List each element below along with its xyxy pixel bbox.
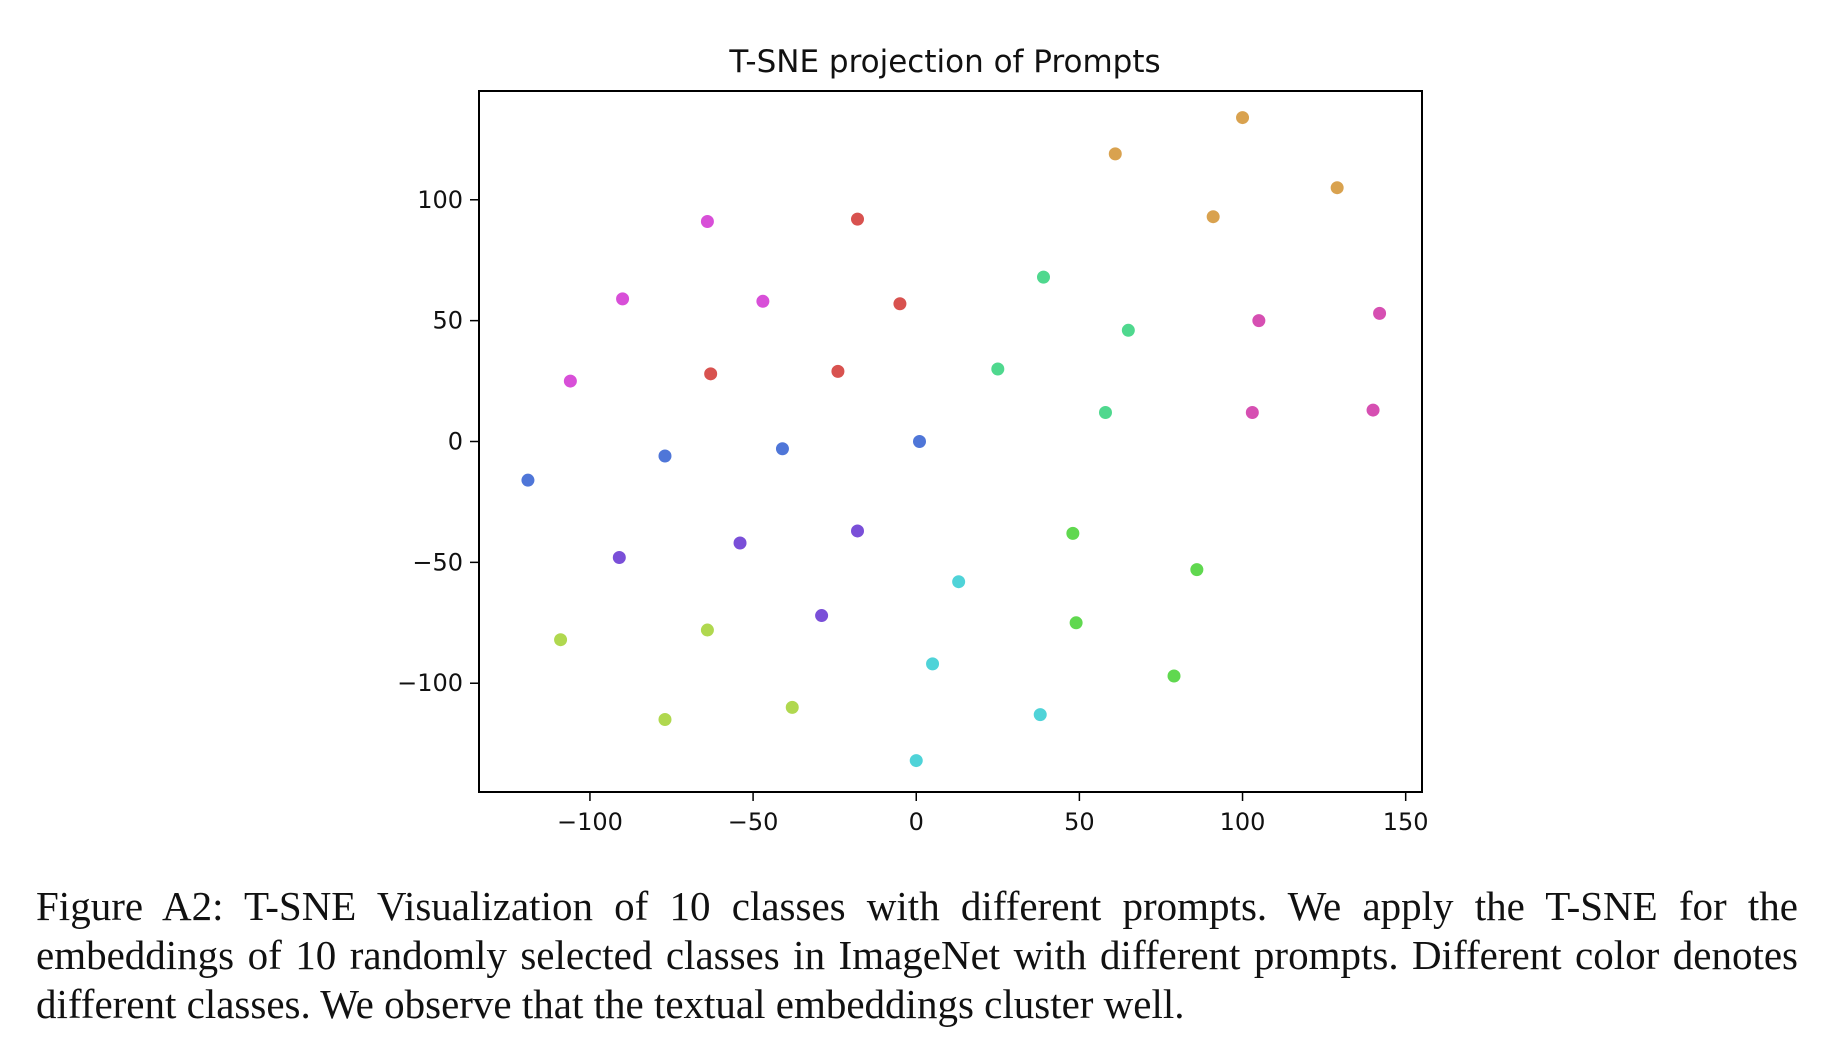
scatter-point-class-7: [814, 608, 830, 624]
scatter-point-class-2: [1365, 402, 1381, 418]
scatter-point-class-5: [908, 753, 924, 769]
x-tick-label: 0: [909, 808, 924, 836]
scatter-point-class-4: [1166, 668, 1182, 684]
scatter-point-class-2: [1251, 313, 1267, 329]
scatter-point-class-7: [611, 550, 627, 566]
y-tick-label: −50: [412, 548, 463, 576]
scatter-point-class-9: [615, 291, 631, 307]
scatter-point-class-8: [520, 472, 536, 488]
scatter-point-class-3: [1120, 322, 1136, 338]
y-axis: 100 50 0 −50 −100: [397, 186, 479, 697]
scatter-point-class-2: [1372, 305, 1388, 321]
scatter-point-class-6: [784, 699, 800, 715]
scatter-point-class-8: [912, 434, 928, 449]
scatter-point-class-10: [830, 363, 846, 379]
scatter-point-class-1: [1235, 110, 1251, 126]
scatter-point-class-3: [1035, 269, 1051, 285]
chart-title: T-SNE projection of Prompts: [728, 44, 1160, 80]
scatter-point-class-7: [732, 535, 748, 551]
y-tick-label: 50: [432, 307, 463, 335]
x-tick-label: −50: [728, 808, 779, 836]
scatter-point-class-1: [1107, 146, 1123, 162]
scatter-point-class-5: [951, 574, 967, 590]
scatter-point-class-3: [1097, 404, 1113, 420]
plot-frame: [478, 90, 1423, 793]
scatter-point-class-2: [1244, 404, 1260, 420]
x-tick-label: 50: [1064, 808, 1095, 836]
scatter-point-class-4: [1068, 615, 1084, 631]
figure-caption: Figure A2: T-SNE Visualization of 10 cla…: [36, 883, 1798, 1027]
scatter-points: [520, 110, 1388, 769]
scatter-point-class-6: [699, 622, 715, 638]
scatter-point-class-9: [755, 293, 771, 309]
scatter-point-class-8: [774, 441, 790, 457]
scatter-point-class-10: [892, 296, 908, 312]
tsne-figure: T-SNE projection of Prompts −100 −50 0 50 10…: [397, 44, 1429, 836]
x-axis: −100 −50 0 50 100 150: [557, 792, 1429, 836]
scatter-point-class-10: [703, 366, 719, 382]
y-tick-label: 100: [417, 186, 463, 214]
y-tick-label: 0: [448, 428, 463, 456]
x-tick-label: 100: [1220, 808, 1266, 836]
scatter-point-class-3: [990, 361, 1006, 377]
scatter-point-class-8: [657, 448, 673, 464]
scatter-point-class-6: [657, 711, 673, 727]
scatter-point-class-9: [562, 373, 578, 389]
scatter-point-class-4: [1065, 525, 1081, 541]
x-tick-label: −100: [557, 808, 623, 836]
scatter-point-class-6: [553, 632, 569, 648]
scatter-point-class-7: [850, 523, 866, 539]
scatter-point-class-5: [1032, 707, 1048, 723]
scatter-point-class-10: [850, 211, 866, 227]
scatter-point-class-9: [699, 214, 715, 230]
y-tick-label: −100: [397, 669, 463, 697]
scatter-point-class-5: [925, 656, 941, 672]
scatter-point-class-1: [1205, 209, 1221, 225]
x-tick-label: 150: [1383, 808, 1429, 836]
scatter-point-class-4: [1189, 562, 1205, 578]
scatter-point-class-1: [1329, 180, 1345, 196]
